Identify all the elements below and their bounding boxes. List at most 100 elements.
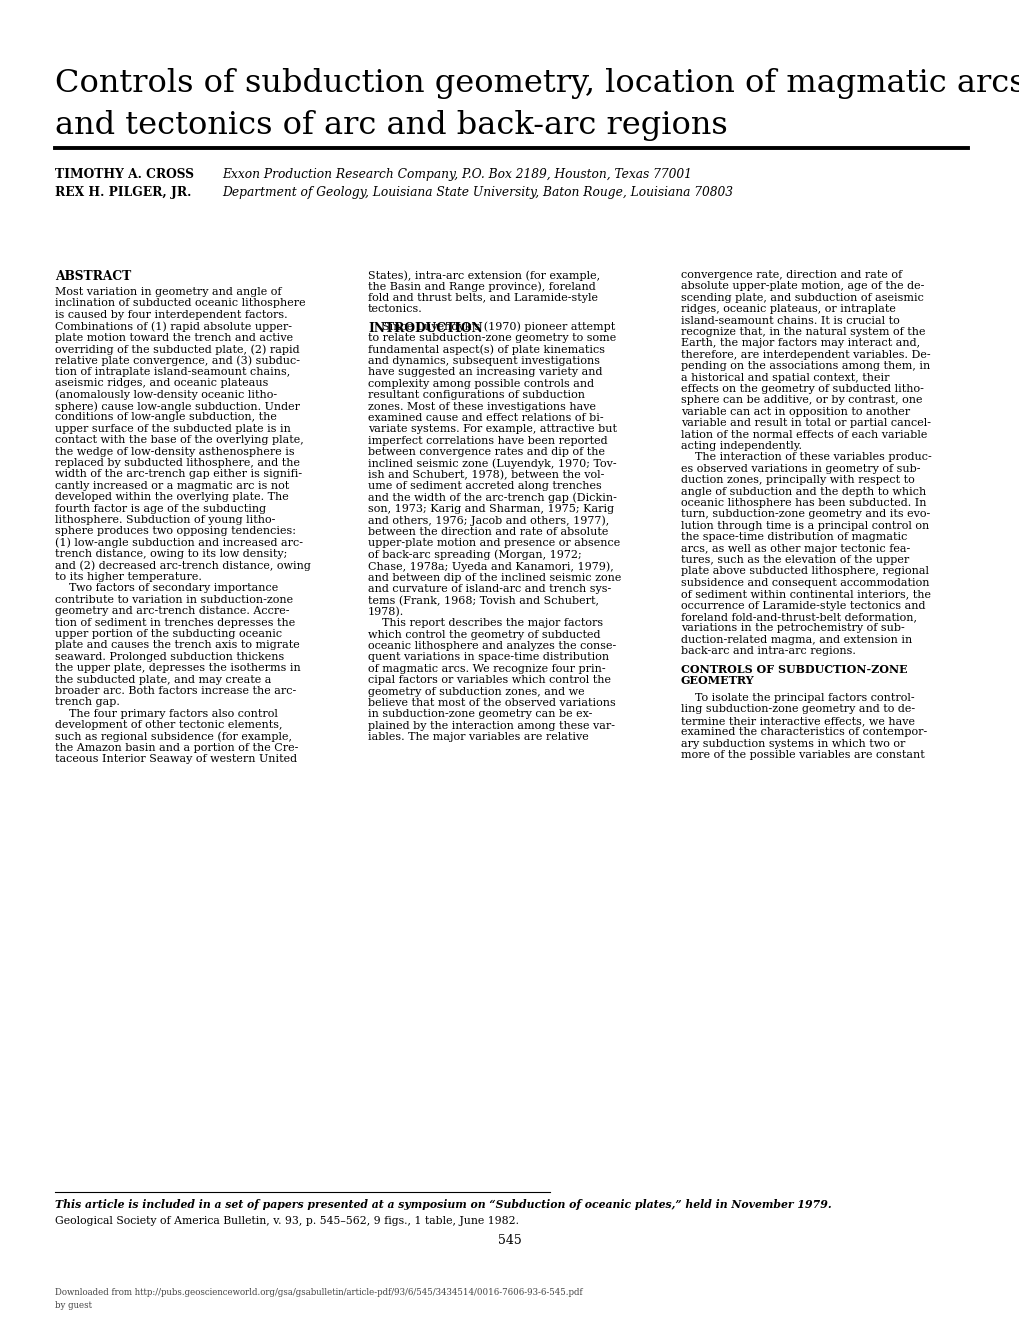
Text: and others, 1976; Jacob and others, 1977),: and others, 1976; Jacob and others, 1977…	[368, 516, 608, 527]
Text: 545: 545	[497, 1234, 522, 1248]
Text: inclination of subducted oceanic lithosphere: inclination of subducted oceanic lithosp…	[55, 299, 306, 308]
Text: replaced by subducted lithosphere, and the: replaced by subducted lithosphere, and t…	[55, 458, 300, 468]
Text: believe that most of the observed variations: believe that most of the observed variat…	[368, 699, 615, 708]
Text: tectonics.: tectonics.	[368, 304, 422, 314]
Text: the Amazon basin and a portion of the Cre-: the Amazon basin and a portion of the Cr…	[55, 744, 299, 753]
Text: by guest: by guest	[55, 1301, 92, 1310]
Text: sphere produces two opposing tendencies:: sphere produces two opposing tendencies:	[55, 527, 296, 536]
Text: quent variations in space-time distribution: quent variations in space-time distribut…	[368, 652, 608, 663]
Text: recognize that, in the natural system of the: recognize that, in the natural system of…	[681, 327, 924, 337]
Text: upper-plate motion and presence or absence: upper-plate motion and presence or absen…	[368, 538, 620, 549]
Text: seaward. Prolonged subduction thickens: seaward. Prolonged subduction thickens	[55, 652, 284, 662]
Text: convergence rate, direction and rate of: convergence rate, direction and rate of	[681, 270, 901, 280]
Text: lithosphere. Subduction of young litho-: lithosphere. Subduction of young litho-	[55, 515, 275, 525]
Text: ary subduction systems in which two or: ary subduction systems in which two or	[681, 738, 905, 749]
Text: duction-related magma, and extension in: duction-related magma, and extension in	[681, 635, 911, 644]
Text: ish and Schubert, 1978), between the vol-: ish and Schubert, 1978), between the vol…	[368, 470, 604, 480]
Text: tures, such as the elevation of the upper: tures, such as the elevation of the uppe…	[681, 556, 908, 565]
Text: upper surface of the subducted plate is in: upper surface of the subducted plate is …	[55, 423, 290, 434]
Text: foreland fold-and-thrust-belt deformation,: foreland fold-and-thrust-belt deformatio…	[681, 613, 916, 622]
Text: variable and result in total or partial cancel-: variable and result in total or partial …	[681, 418, 930, 429]
Text: ume of sediment accreted along trenches: ume of sediment accreted along trenches	[368, 482, 601, 491]
Text: plate and causes the trench axis to migrate: plate and causes the trench axis to migr…	[55, 640, 300, 651]
Text: 1978).: 1978).	[368, 607, 404, 618]
Text: scending plate, and subduction of aseismic: scending plate, and subduction of aseism…	[681, 292, 923, 303]
Text: fundamental aspect(s) of plate kinematics: fundamental aspect(s) of plate kinematic…	[368, 345, 604, 356]
Text: cipal factors or variables which control the: cipal factors or variables which control…	[368, 675, 610, 685]
Text: contribute to variation in subduction-zone: contribute to variation in subduction-zo…	[55, 595, 292, 605]
Text: imperfect correlations have been reported: imperfect correlations have been reporte…	[368, 435, 607, 446]
Text: sphere) cause low-angle subduction. Under: sphere) cause low-angle subduction. Unde…	[55, 401, 300, 411]
Text: acting independently.: acting independently.	[681, 441, 801, 451]
Text: son, 1973; Karig and Sharman, 1975; Karig: son, 1973; Karig and Sharman, 1975; Kari…	[368, 504, 613, 515]
Text: variate systems. For example, attractive but: variate systems. For example, attractive…	[368, 425, 616, 434]
Text: of sediment within continental interiors, the: of sediment within continental interiors…	[681, 589, 930, 599]
Text: between the direction and rate of absolute: between the direction and rate of absolu…	[368, 527, 607, 537]
Text: subsidence and consequent accommodation: subsidence and consequent accommodation	[681, 578, 928, 587]
Text: therefore, are interdependent variables. De-: therefore, are interdependent variables.…	[681, 349, 929, 360]
Text: the upper plate, depresses the isotherms in: the upper plate, depresses the isotherms…	[55, 663, 301, 673]
Text: lution through time is a principal control on: lution through time is a principal contr…	[681, 521, 928, 531]
Text: absolute upper-plate motion, age of the de-: absolute upper-plate motion, age of the …	[681, 282, 923, 291]
Text: tion of sediment in trenches depresses the: tion of sediment in trenches depresses t…	[55, 618, 294, 627]
Text: Two factors of secondary importance: Two factors of secondary importance	[55, 583, 278, 594]
Text: such as regional subsidence (for example,: such as regional subsidence (for example…	[55, 732, 291, 742]
Text: Controls of subduction geometry, location of magmatic arcs,: Controls of subduction geometry, locatio…	[55, 67, 1019, 99]
Text: aseismic ridges, and oceanic plateaus: aseismic ridges, and oceanic plateaus	[55, 378, 268, 388]
Text: conditions of low-angle subduction, the: conditions of low-angle subduction, the	[55, 413, 276, 422]
Text: termine their interactive effects, we have: termine their interactive effects, we ha…	[681, 716, 914, 726]
Text: which control the geometry of subducted: which control the geometry of subducted	[368, 630, 600, 639]
Text: examined cause and effect relations of bi-: examined cause and effect relations of b…	[368, 413, 603, 423]
Text: a historical and spatial context, their: a historical and spatial context, their	[681, 373, 889, 382]
Text: pending on the associations among them, in: pending on the associations among them, …	[681, 361, 929, 372]
Text: the Basin and Range province), foreland: the Basin and Range province), foreland	[368, 282, 595, 292]
Text: complexity among possible controls and: complexity among possible controls and	[368, 378, 593, 389]
Text: trench distance, owing to its low density;: trench distance, owing to its low densit…	[55, 549, 287, 560]
Text: of back-arc spreading (Morgan, 1972;: of back-arc spreading (Morgan, 1972;	[368, 550, 581, 561]
Text: overriding of the subducted plate, (2) rapid: overriding of the subducted plate, (2) r…	[55, 344, 300, 355]
Text: oceanic lithosphere and analyzes the conse-: oceanic lithosphere and analyzes the con…	[368, 642, 615, 651]
Text: more of the possible variables are constant: more of the possible variables are const…	[681, 750, 924, 759]
Text: resultant configurations of subduction: resultant configurations of subduction	[368, 390, 585, 401]
Text: iables. The major variables are relative: iables. The major variables are relative	[368, 732, 588, 742]
Text: TIMOTHY A. CROSS: TIMOTHY A. CROSS	[55, 168, 194, 181]
Text: Combinations of (1) rapid absolute upper-: Combinations of (1) rapid absolute upper…	[55, 321, 291, 332]
Text: lation of the normal effects of each variable: lation of the normal effects of each var…	[681, 430, 926, 439]
Text: the space-time distribution of magmatic: the space-time distribution of magmatic	[681, 532, 907, 542]
Text: tion of intraplate island-seamount chains,: tion of intraplate island-seamount chain…	[55, 366, 290, 377]
Text: ling subduction-zone geometry and to de-: ling subduction-zone geometry and to de-	[681, 704, 914, 714]
Text: and curvature of island-arc and trench sys-: and curvature of island-arc and trench s…	[368, 583, 610, 594]
Text: and dynamics, subsequent investigations: and dynamics, subsequent investigations	[368, 356, 599, 366]
Text: To isolate the principal factors control-: To isolate the principal factors control…	[681, 693, 914, 703]
Text: fourth factor is age of the subducting: fourth factor is age of the subducting	[55, 504, 266, 513]
Text: between convergence rates and dip of the: between convergence rates and dip of the	[368, 447, 604, 458]
Text: This article is included in a set of papers presented at a symposium on “Subduct: This article is included in a set of pap…	[55, 1199, 830, 1211]
Text: Since Luyendyk's (1970) pioneer attempt: Since Luyendyk's (1970) pioneer attempt	[368, 321, 614, 332]
Text: tems (Frank, 1968; Tovish and Schubert,: tems (Frank, 1968; Tovish and Schubert,	[368, 595, 598, 606]
Text: and between dip of the inclined seismic zone: and between dip of the inclined seismic …	[368, 573, 621, 582]
Text: and the width of the arc-trench gap (Dickin-: and the width of the arc-trench gap (Dic…	[368, 493, 616, 504]
Text: and (2) decreased arc-trench distance, owing: and (2) decreased arc-trench distance, o…	[55, 561, 311, 572]
Text: Most variation in geometry and angle of: Most variation in geometry and angle of	[55, 287, 281, 296]
Text: back-arc and intra-arc regions.: back-arc and intra-arc regions.	[681, 646, 855, 656]
Text: Department of Geology, Louisiana State University, Baton Rouge, Louisiana 70803: Department of Geology, Louisiana State U…	[222, 187, 733, 198]
Text: fold and thrust belts, and Laramide-style: fold and thrust belts, and Laramide-styl…	[368, 292, 597, 303]
Text: oceanic lithosphere has been subducted. In: oceanic lithosphere has been subducted. …	[681, 497, 925, 508]
Text: to its higher temperature.: to its higher temperature.	[55, 572, 202, 582]
Text: and tectonics of arc and back-arc regions: and tectonics of arc and back-arc region…	[55, 110, 727, 142]
Text: ridges, oceanic plateaus, or intraplate: ridges, oceanic plateaus, or intraplate	[681, 304, 895, 314]
Text: zones. Most of these investigations have: zones. Most of these investigations have	[368, 402, 595, 411]
Text: of magmatic arcs. We recognize four prin-: of magmatic arcs. We recognize four prin…	[368, 664, 605, 673]
Text: taceous Interior Seaway of western United: taceous Interior Seaway of western Unite…	[55, 754, 297, 765]
Text: plate motion toward the trench and active: plate motion toward the trench and activ…	[55, 332, 292, 343]
Text: sphere can be additive, or by contrast, one: sphere can be additive, or by contrast, …	[681, 396, 921, 405]
Text: States), intra-arc extension (for example,: States), intra-arc extension (for exampl…	[368, 270, 599, 280]
Text: (anomalously low-density oceanic litho-: (anomalously low-density oceanic litho-	[55, 389, 277, 400]
Text: is caused by four interdependent factors.: is caused by four interdependent factors…	[55, 310, 287, 320]
Text: to relate subduction-zone geometry to some: to relate subduction-zone geometry to so…	[368, 333, 615, 343]
Text: broader arc. Both factors increase the arc-: broader arc. Both factors increase the a…	[55, 687, 296, 696]
Text: developed within the overlying plate. The: developed within the overlying plate. Th…	[55, 492, 288, 503]
Text: cantly increased or a magmatic arc is not: cantly increased or a magmatic arc is no…	[55, 480, 289, 491]
Text: Chase, 1978a; Uyeda and Kanamori, 1979),: Chase, 1978a; Uyeda and Kanamori, 1979),	[368, 561, 613, 572]
Text: duction zones, principally with respect to: duction zones, principally with respect …	[681, 475, 914, 486]
